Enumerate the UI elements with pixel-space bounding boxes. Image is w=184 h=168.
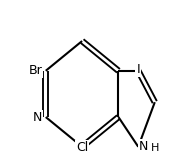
Text: N: N [139,140,148,153]
Text: Br: Br [29,64,43,77]
Text: H: H [151,143,159,153]
Text: N: N [33,111,43,123]
Text: I: I [137,62,140,76]
Text: Cl: Cl [76,141,88,154]
